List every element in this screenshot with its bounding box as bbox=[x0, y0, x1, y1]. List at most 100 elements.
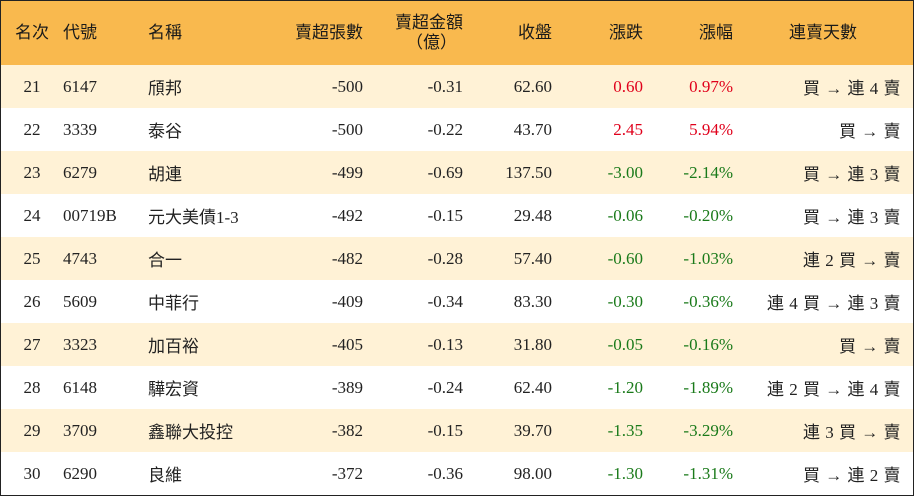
cell-code: 3339 bbox=[63, 119, 97, 139]
cell-rank: 23 bbox=[23, 162, 41, 182]
cell-oversold-lots: -500 bbox=[331, 119, 363, 139]
cell-oversold-lots: -372 bbox=[331, 463, 363, 483]
cell-code: 3709 bbox=[63, 420, 97, 440]
header-name: 名稱 bbox=[148, 23, 182, 42]
header-row: 名次 代號 名稱 賣超張數 賣超金額 （億） 收盤 漲跌 漲幅 連賣天數 bbox=[1, 1, 913, 65]
cell-code: 5609 bbox=[63, 291, 97, 311]
cell-oversold-lots: -389 bbox=[331, 377, 363, 397]
cell-change-pct: -0.16% bbox=[683, 334, 733, 354]
cell-change: -0.06 bbox=[607, 205, 643, 225]
cell-code: 6147 bbox=[63, 76, 97, 96]
cell-consecutive-days: 買 → 連 3 賣 bbox=[803, 165, 901, 184]
cell-close: 98.00 bbox=[513, 463, 552, 483]
cell-consecutive-days: 買 → 連 3 賣 bbox=[803, 208, 901, 227]
cell-name: 鑫聯大投控 bbox=[148, 423, 233, 442]
cell-close: 57.40 bbox=[513, 248, 552, 268]
cell-close: 31.80 bbox=[513, 334, 552, 354]
cell-change-pct: -1.03% bbox=[683, 248, 733, 268]
cell-name: 胡連 bbox=[148, 165, 182, 184]
cell-name: 合一 bbox=[148, 251, 182, 270]
header-rank: 名次 bbox=[15, 23, 49, 42]
header-close: 收盤 bbox=[518, 23, 552, 42]
cell-close: 62.40 bbox=[513, 377, 552, 397]
cell-rank: 21 bbox=[23, 76, 41, 96]
table-header: 名次 代號 名稱 賣超張數 賣超金額 （億） 收盤 漲跌 漲幅 連賣天數 bbox=[1, 1, 913, 65]
cell-rank: 30 bbox=[23, 463, 41, 483]
cell-name: 良維 bbox=[148, 466, 182, 485]
cell-oversold-amount: -0.34 bbox=[427, 291, 463, 311]
cell-name: 驊宏資 bbox=[148, 380, 199, 399]
cell-rank: 27 bbox=[23, 334, 41, 354]
cell-close: 43.70 bbox=[513, 119, 552, 139]
cell-change: -1.35 bbox=[607, 420, 643, 440]
cell-oversold-amount: -0.15 bbox=[427, 205, 463, 225]
cell-code: 6148 bbox=[63, 377, 97, 397]
cell-change: -1.20 bbox=[607, 377, 643, 397]
table-row: 25 4743 合一 -482 -0.28 57.40 -0.60 -1.03%… bbox=[1, 237, 913, 280]
table-row: 29 3709 鑫聯大投控 -382 -0.15 39.70 -1.35 -3.… bbox=[1, 409, 913, 452]
cell-change-pct: -2.14% bbox=[683, 162, 733, 182]
cell-oversold-amount: -0.28 bbox=[427, 248, 463, 268]
cell-change-pct: -3.29% bbox=[683, 420, 733, 440]
cell-oversold-amount: -0.24 bbox=[427, 377, 463, 397]
cell-rank: 25 bbox=[23, 248, 41, 268]
table-row: 23 6279 胡連 -499 -0.69 137.50 -3.00 -2.14… bbox=[1, 151, 913, 194]
cell-code: 00719B bbox=[63, 205, 117, 225]
cell-consecutive-days: 買 → 賣 bbox=[839, 122, 901, 141]
table-row: 30 6290 良維 -372 -0.36 98.00 -1.30 -1.31%… bbox=[1, 452, 913, 495]
cell-consecutive-days: 連 2 買 → 賣 bbox=[803, 251, 901, 270]
cell-name: 中菲行 bbox=[148, 294, 199, 313]
cell-change: 0.60 bbox=[613, 76, 643, 96]
table-row: 28 6148 驊宏資 -389 -0.24 62.40 -1.20 -1.89… bbox=[1, 366, 913, 409]
cell-change-pct: -0.36% bbox=[683, 291, 733, 311]
cell-oversold-lots: -482 bbox=[331, 248, 363, 268]
cell-oversold-amount: -0.22 bbox=[427, 119, 463, 139]
table-body: 21 6147 頎邦 -500 -0.31 62.60 0.60 0.97% 買… bbox=[1, 65, 913, 495]
cell-change: -0.30 bbox=[607, 291, 643, 311]
header-oversold-amount-line2: （億） bbox=[406, 33, 457, 52]
cell-consecutive-days: 連 3 買 → 賣 bbox=[803, 423, 901, 442]
cell-close: 137.50 bbox=[505, 162, 552, 182]
cell-consecutive-days: 買 → 賣 bbox=[839, 337, 901, 356]
header-oversold-amount: 賣超金額 （億） bbox=[363, 1, 463, 65]
header-oversold-amount-line1: 賣超金額 bbox=[395, 13, 463, 32]
cell-oversold-lots: -492 bbox=[331, 205, 363, 225]
cell-oversold-amount: -0.36 bbox=[427, 463, 463, 483]
cell-change: 2.45 bbox=[613, 119, 643, 139]
cell-oversold-amount: -0.15 bbox=[427, 420, 463, 440]
cell-name: 元大美債1-3 bbox=[148, 208, 239, 227]
cell-rank: 24 bbox=[23, 205, 41, 225]
cell-name: 加百裕 bbox=[148, 337, 199, 356]
cell-consecutive-days: 連 2 買 → 連 4 賣 bbox=[767, 380, 901, 399]
cell-change: -0.05 bbox=[607, 334, 643, 354]
cell-oversold-lots: -500 bbox=[331, 76, 363, 96]
cell-consecutive-days: 買 → 連 2 賣 bbox=[803, 466, 901, 485]
cell-change-pct: 5.94% bbox=[689, 119, 733, 139]
cell-oversold-lots: -405 bbox=[331, 334, 363, 354]
cell-change-pct: 0.97% bbox=[689, 76, 733, 96]
cell-close: 83.30 bbox=[513, 291, 552, 311]
cell-oversold-amount: -0.31 bbox=[427, 76, 463, 96]
cell-oversold-lots: -382 bbox=[331, 420, 363, 440]
cell-change-pct: -0.20% bbox=[683, 205, 733, 225]
cell-change: -1.30 bbox=[607, 463, 643, 483]
table-row: 27 3323 加百裕 -405 -0.13 31.80 -0.05 -0.16… bbox=[1, 323, 913, 366]
cell-code: 6279 bbox=[63, 162, 97, 182]
cell-close: 39.70 bbox=[513, 420, 552, 440]
cell-rank: 28 bbox=[23, 377, 41, 397]
cell-close: 62.60 bbox=[513, 76, 552, 96]
cell-code: 4743 bbox=[63, 248, 97, 268]
cell-code: 6290 bbox=[63, 463, 97, 483]
cell-oversold-lots: -499 bbox=[331, 162, 363, 182]
cell-oversold-amount: -0.69 bbox=[427, 162, 463, 182]
header-consecutive-days: 連賣天數 bbox=[789, 23, 857, 42]
cell-consecutive-days: 連 4 買 → 連 3 賣 bbox=[767, 294, 901, 313]
cell-change-pct: -1.31% bbox=[683, 463, 733, 483]
cell-rank: 26 bbox=[23, 291, 41, 311]
table-row: 26 5609 中菲行 -409 -0.34 83.30 -0.30 -0.36… bbox=[1, 280, 913, 323]
cell-oversold-amount: -0.13 bbox=[427, 334, 463, 354]
cell-code: 3323 bbox=[63, 334, 97, 354]
cell-change: -0.60 bbox=[607, 248, 643, 268]
